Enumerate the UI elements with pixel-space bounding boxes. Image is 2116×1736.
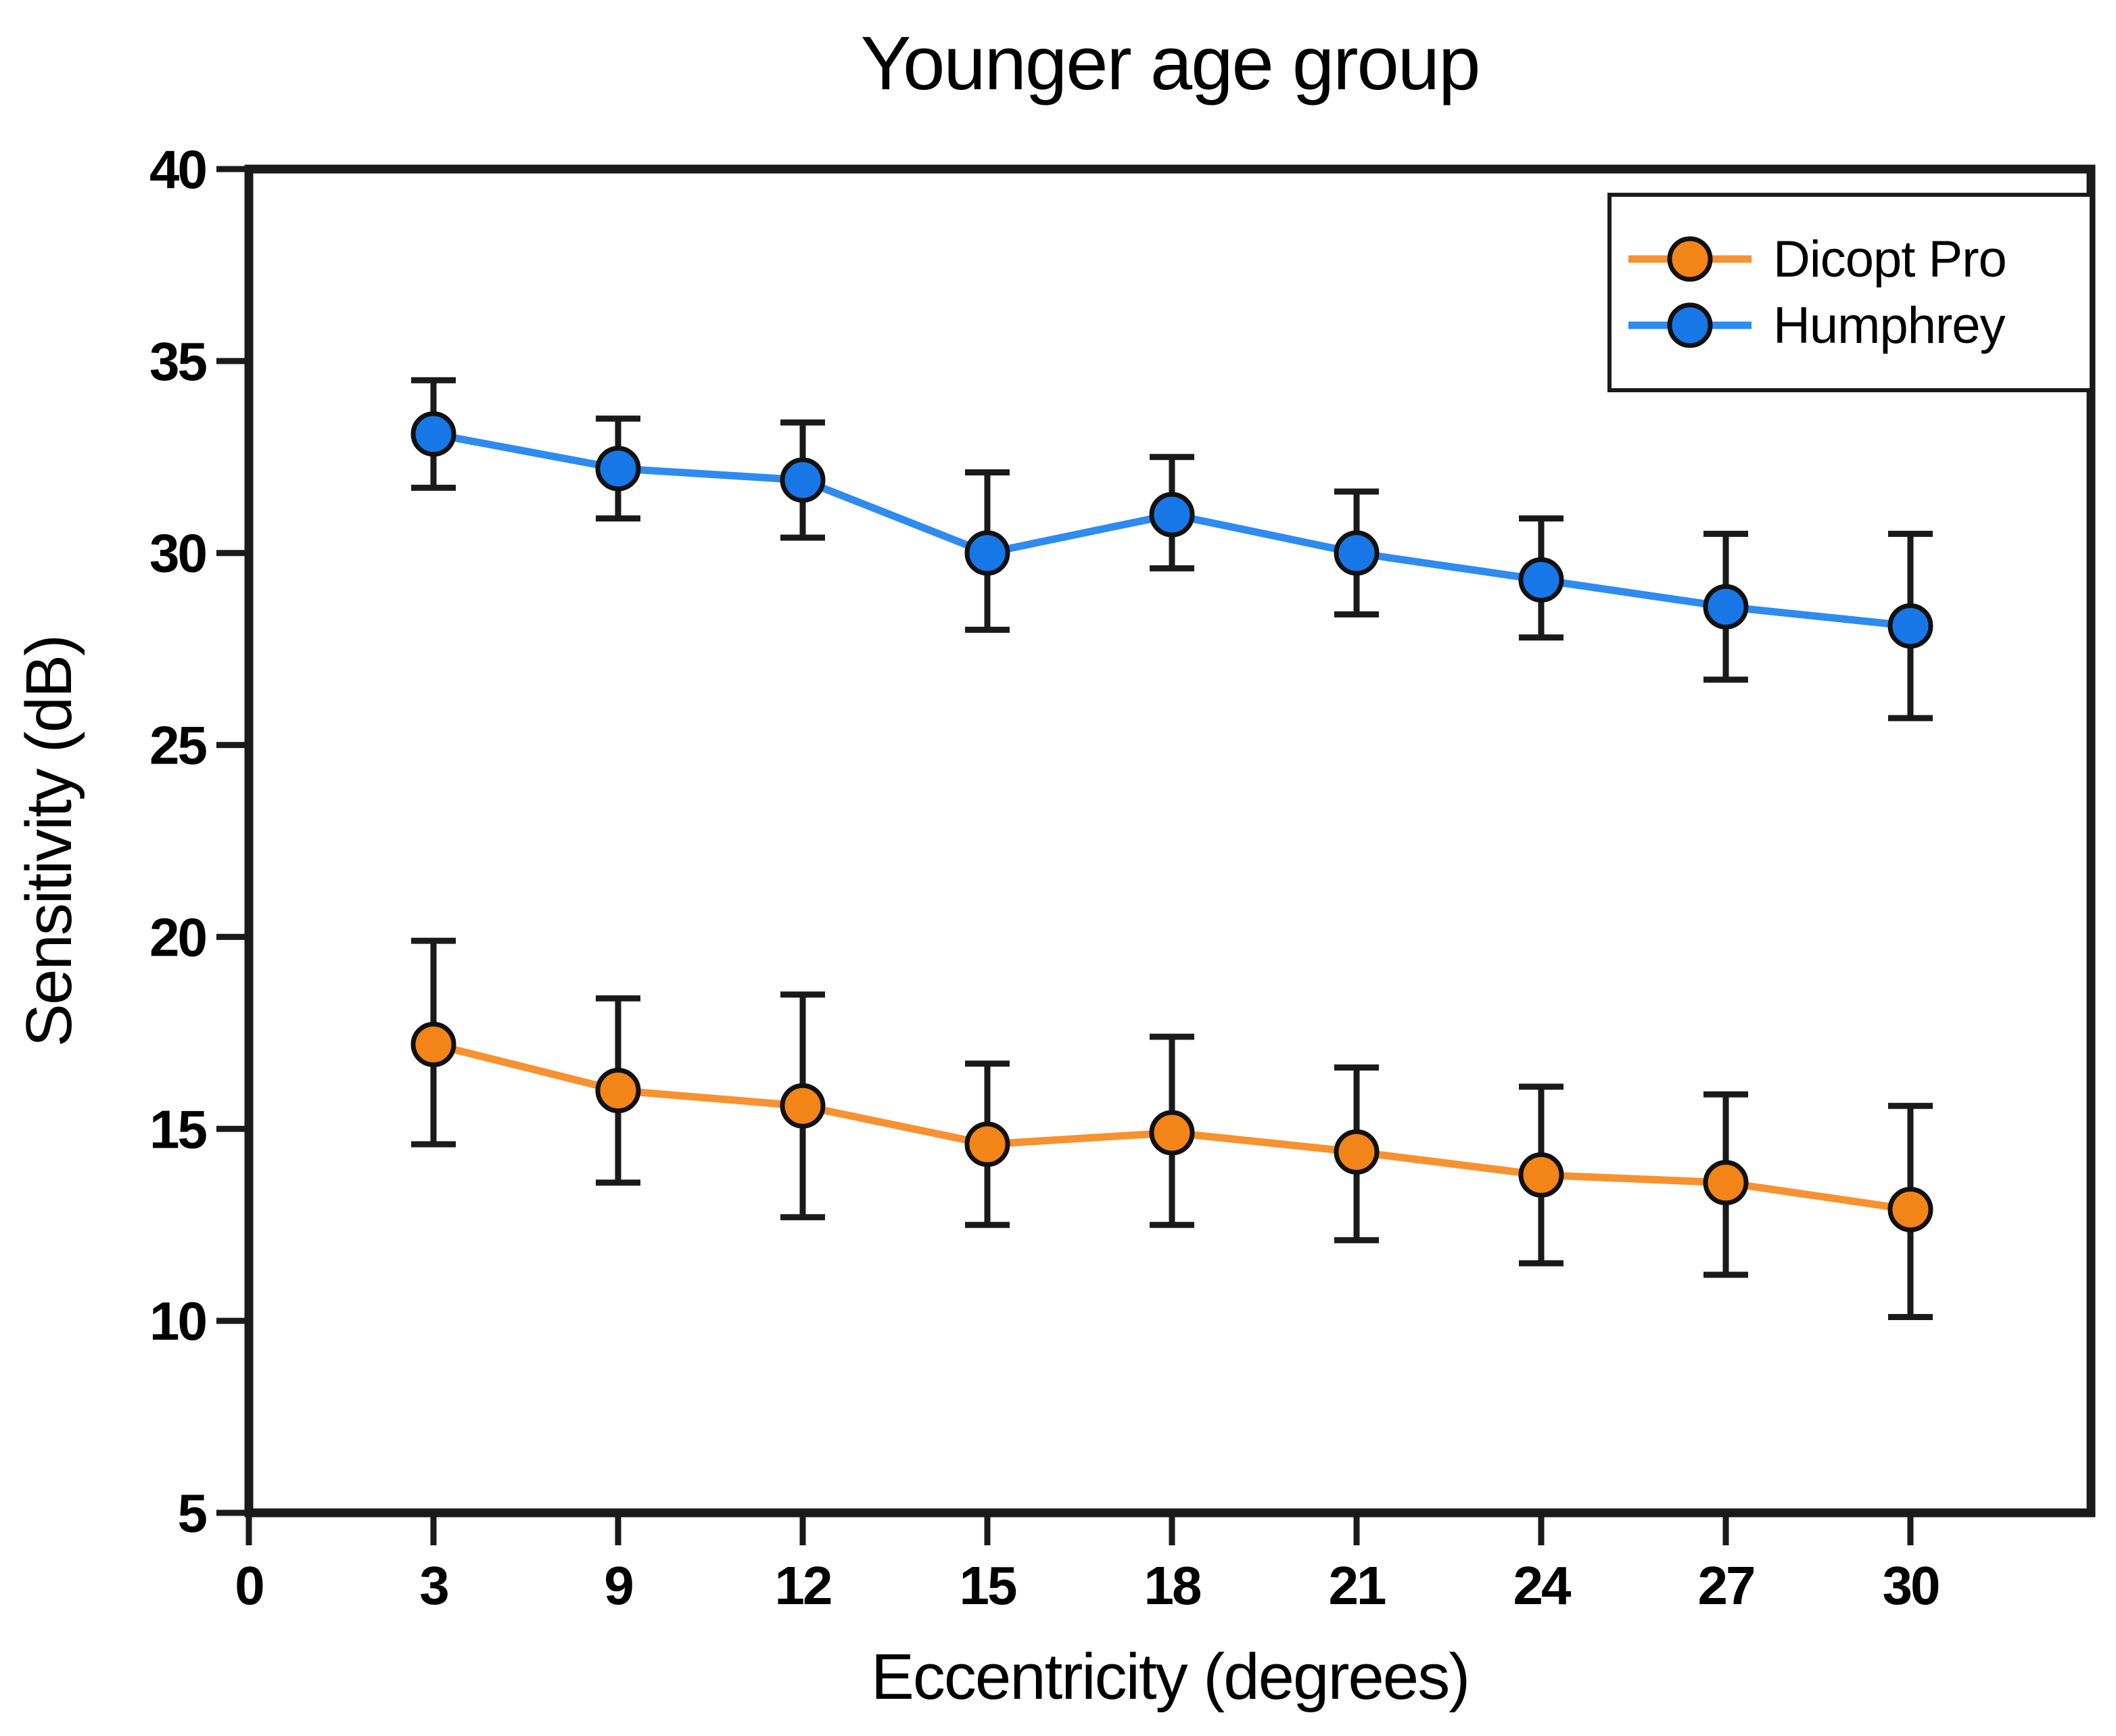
y-tick-label: 20 xyxy=(149,907,206,967)
data-point-dicopt-pro xyxy=(1887,1187,1933,1233)
legend-marker-icon xyxy=(1667,236,1713,282)
data-point-dicopt-pro xyxy=(1334,1129,1380,1175)
y-tick-label: 40 xyxy=(149,139,206,200)
legend-label: Humphrey xyxy=(1773,297,2006,354)
legend-marker-icon xyxy=(1667,302,1713,348)
data-point-dicopt-pro xyxy=(964,1121,1010,1167)
data-point-dicopt-pro xyxy=(1149,1110,1195,1156)
data-point-dicopt-pro xyxy=(595,1068,641,1114)
legend-label: Dicopt Pro xyxy=(1773,231,2006,288)
x-tick-label: 27 xyxy=(1698,1555,1754,1616)
x-tick-label: 3 xyxy=(419,1555,448,1616)
y-tick-label: 10 xyxy=(149,1291,206,1351)
x-tick-label: 21 xyxy=(1329,1555,1386,1616)
data-point-dicopt-pro xyxy=(410,1021,456,1067)
chart-title: Younger age group xyxy=(861,21,1480,105)
x-tick-label: 18 xyxy=(1144,1555,1201,1616)
y-tick-label: 25 xyxy=(149,715,206,776)
data-point-humphrey xyxy=(1518,557,1564,603)
y-tick-label: 35 xyxy=(149,331,206,392)
y-axis-label: Sensitivity (dB) xyxy=(13,636,85,1047)
x-tick-label: 24 xyxy=(1513,1555,1572,1616)
legend-box xyxy=(1607,193,2094,392)
data-point-humphrey xyxy=(1334,530,1380,576)
data-point-humphrey xyxy=(964,530,1010,576)
y-tick-label: 5 xyxy=(178,1483,207,1543)
data-point-dicopt-pro xyxy=(1518,1152,1564,1198)
y-tick-label: 30 xyxy=(149,523,206,584)
x-tick-label: 12 xyxy=(775,1555,831,1616)
data-point-humphrey xyxy=(1703,584,1749,630)
y-tick-label: 15 xyxy=(149,1099,206,1159)
x-tick-label: 30 xyxy=(1883,1555,1939,1616)
legend-item-humphrey: Humphrey xyxy=(1628,297,2006,354)
legend: Dicopt Pro Humphrey xyxy=(1607,193,2094,392)
data-point-humphrey xyxy=(595,446,641,492)
x-tick-label: 9 xyxy=(604,1555,632,1616)
plot-area: 40 35 30 25 20 15 10 50 3 9 12 15 18 21 24 27 30 xyxy=(149,139,2096,1616)
data-point-dicopt-pro xyxy=(1703,1160,1749,1206)
data-point-humphrey xyxy=(1149,492,1195,538)
x-tick-label: 0 xyxy=(235,1555,263,1616)
x-axis-label: Eccentricity (degrees) xyxy=(871,1641,1469,1713)
x-tick-label: 15 xyxy=(960,1555,1016,1616)
data-point-humphrey xyxy=(1887,603,1933,649)
data-point-humphrey xyxy=(780,457,826,503)
legend-item-dicopt-pro: Dicopt Pro xyxy=(1628,231,2007,288)
data-point-dicopt-pro xyxy=(780,1083,826,1129)
data-point-humphrey xyxy=(410,411,456,457)
